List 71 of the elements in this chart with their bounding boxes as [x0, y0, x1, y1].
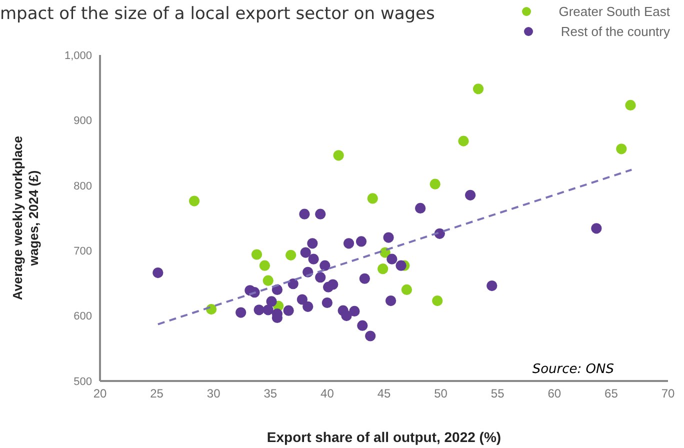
- point: [386, 254, 398, 264]
- y-axis-title: Average weekly workplace wages, 2024 (£): [10, 136, 41, 300]
- annotation: Source: ONS: [532, 362, 614, 377]
- point: [378, 264, 388, 274]
- point: [396, 260, 406, 271]
- x-tick-label: 55: [490, 386, 505, 401]
- legend-label: Greater South East: [558, 4, 670, 19]
- point: [465, 190, 476, 200]
- point: [386, 296, 396, 306]
- point: [308, 254, 319, 264]
- point: [365, 330, 376, 342]
- point: [262, 275, 274, 286]
- point: [262, 304, 274, 316]
- point: [356, 236, 367, 247]
- point: [283, 305, 294, 316]
- y-tick-label: 600: [74, 310, 92, 323]
- point: [188, 196, 200, 206]
- chart-title: mpact of the size of a local export sector on wages: [0, 4, 435, 24]
- point: [343, 238, 354, 249]
- point: [591, 223, 602, 234]
- point: [625, 100, 636, 111]
- x-tick-label: 50: [434, 386, 448, 401]
- point: [254, 304, 264, 316]
- legend-label: Rest of the country: [560, 24, 670, 39]
- x-tick-label: 60: [548, 386, 562, 401]
- point: [288, 278, 298, 290]
- point: [432, 296, 443, 306]
- y-tick-label: 800: [74, 180, 92, 192]
- point: [367, 193, 378, 204]
- point: [415, 202, 426, 214]
- point: [315, 272, 326, 283]
- x-tick-label: 65: [604, 386, 618, 401]
- y-tick-label: 500: [74, 376, 92, 388]
- y-tick-label: 1,000: [64, 50, 92, 62]
- x-tick-label: 30: [206, 386, 221, 401]
- point: [349, 306, 360, 317]
- point: [302, 301, 314, 312]
- point: [486, 280, 498, 292]
- point: [152, 267, 164, 278]
- point: [299, 208, 310, 220]
- point: [401, 284, 412, 296]
- point: [430, 178, 440, 190]
- point: [315, 208, 326, 220]
- y-tick-label: 700: [74, 246, 92, 258]
- point: [286, 250, 296, 260]
- x-tick-label: 70: [661, 386, 675, 401]
- point: [328, 279, 338, 290]
- x-tick-label: 35: [264, 386, 278, 401]
- point: [296, 294, 308, 305]
- point: [359, 273, 370, 284]
- point: [616, 144, 627, 154]
- x-axis-title: Export share of all output, 2022 (%): [266, 429, 502, 445]
- point: [333, 150, 344, 161]
- x-tick-label: 45: [377, 386, 391, 401]
- point: [251, 249, 262, 260]
- x-tick-label: 20: [93, 386, 107, 401]
- x-tick-label: 25: [150, 386, 164, 401]
- x-tick-label: 40: [320, 386, 334, 401]
- point: [322, 297, 332, 308]
- point: [300, 247, 311, 258]
- point: [357, 320, 368, 331]
- point: [320, 260, 330, 271]
- point: [472, 84, 484, 94]
- point: [341, 310, 352, 322]
- y-tick-label: 900: [74, 115, 92, 128]
- point: [383, 232, 394, 243]
- point: [236, 307, 246, 318]
- point: [259, 260, 270, 271]
- point: [458, 136, 469, 146]
- point: [266, 296, 277, 307]
- point: [307, 238, 318, 249]
